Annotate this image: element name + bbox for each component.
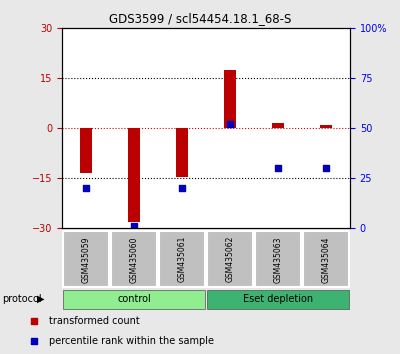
Point bbox=[227, 121, 233, 127]
FancyBboxPatch shape bbox=[303, 231, 349, 287]
Text: GDS3599 / scl54454.18.1_68-S: GDS3599 / scl54454.18.1_68-S bbox=[109, 12, 291, 25]
Text: protocol: protocol bbox=[2, 294, 42, 304]
Point bbox=[179, 185, 185, 191]
Point bbox=[323, 166, 329, 171]
FancyBboxPatch shape bbox=[207, 290, 349, 309]
FancyBboxPatch shape bbox=[207, 231, 253, 287]
Text: GSM435062: GSM435062 bbox=[226, 236, 234, 282]
Text: ▶: ▶ bbox=[37, 294, 44, 304]
Bar bbox=[320, 125, 332, 129]
Text: Eset depletion: Eset depletion bbox=[243, 294, 313, 304]
Point bbox=[31, 338, 38, 343]
Bar bbox=[128, 129, 140, 222]
FancyBboxPatch shape bbox=[63, 290, 205, 309]
Text: GSM435063: GSM435063 bbox=[274, 236, 282, 282]
Bar bbox=[224, 70, 236, 129]
Text: percentile rank within the sample: percentile rank within the sample bbox=[49, 336, 214, 346]
Point bbox=[31, 319, 38, 324]
Point bbox=[131, 223, 137, 229]
Point bbox=[83, 185, 89, 191]
Point bbox=[275, 166, 281, 171]
Text: GSM435060: GSM435060 bbox=[130, 236, 138, 282]
Text: control: control bbox=[117, 294, 151, 304]
Text: GSM435061: GSM435061 bbox=[178, 236, 186, 282]
FancyBboxPatch shape bbox=[63, 231, 109, 287]
FancyBboxPatch shape bbox=[111, 231, 157, 287]
FancyBboxPatch shape bbox=[255, 231, 301, 287]
Bar bbox=[272, 123, 284, 129]
Text: GSM435059: GSM435059 bbox=[82, 236, 90, 282]
Bar bbox=[80, 129, 92, 173]
Text: transformed count: transformed count bbox=[49, 316, 140, 326]
Text: GSM435064: GSM435064 bbox=[322, 236, 330, 282]
Bar bbox=[176, 129, 188, 177]
FancyBboxPatch shape bbox=[159, 231, 205, 287]
